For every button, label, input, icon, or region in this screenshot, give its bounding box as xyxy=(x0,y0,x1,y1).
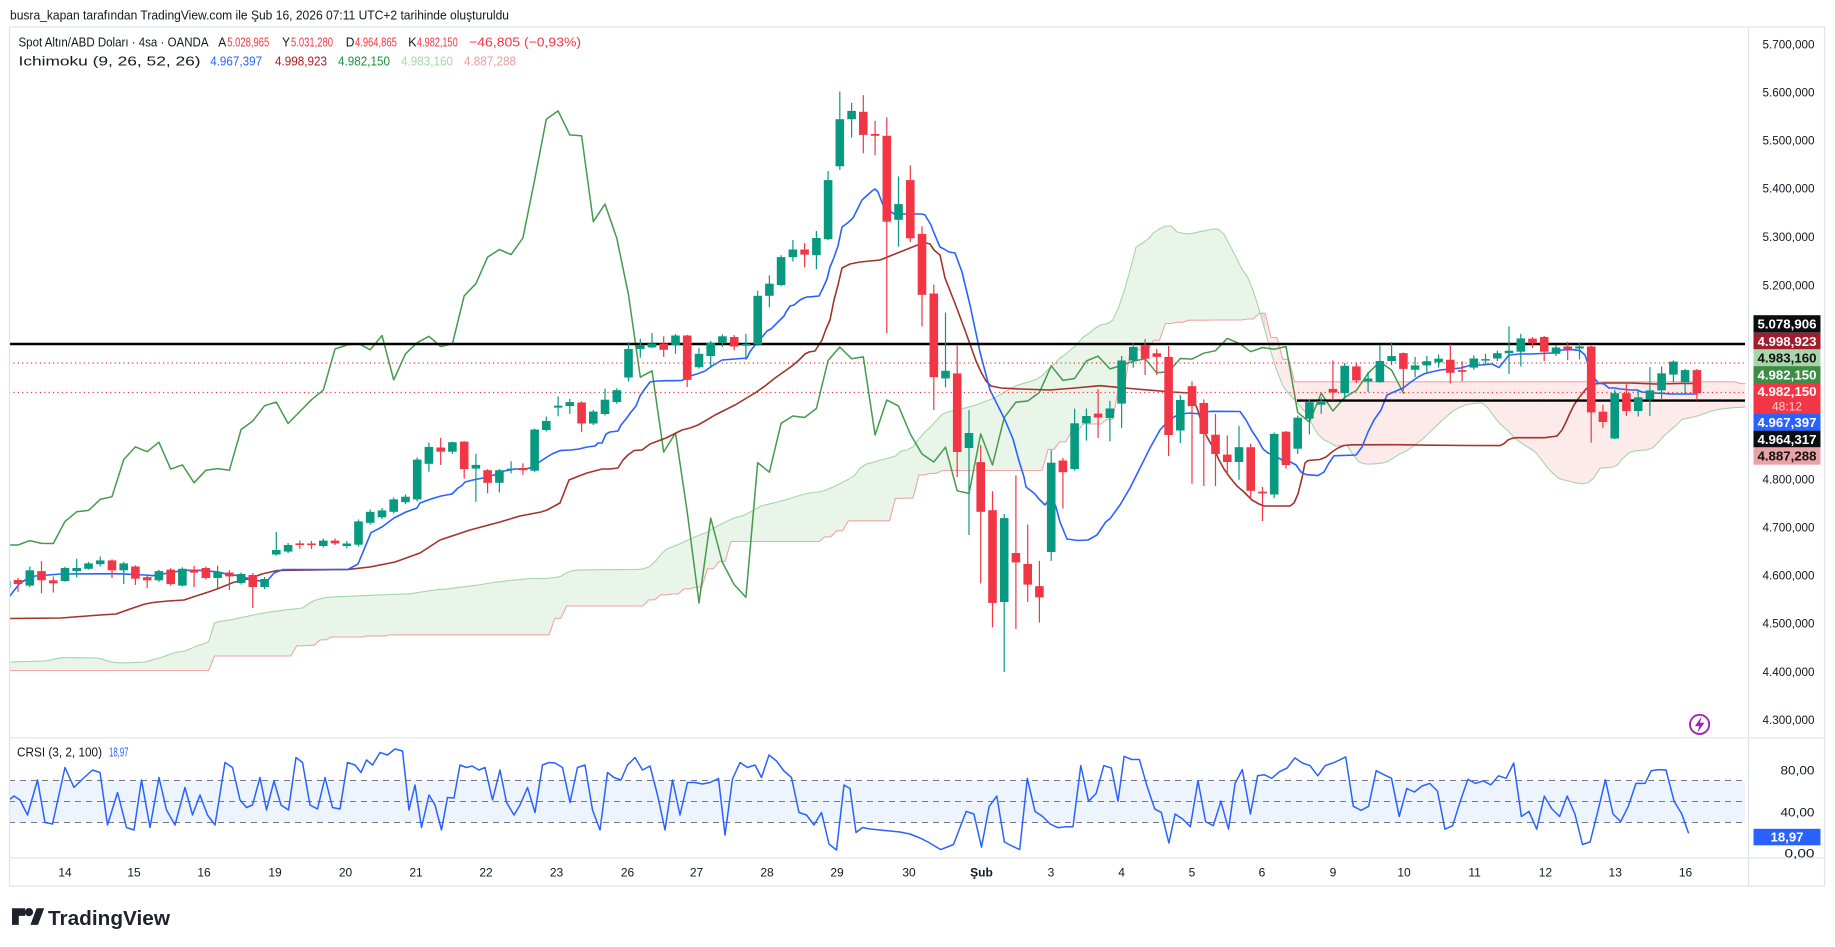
svg-text:4.400,000: 4.400,000 xyxy=(1763,665,1815,679)
svg-text:4.982,150: 4.982,150 xyxy=(338,54,390,69)
svg-text:D: D xyxy=(346,35,355,50)
svg-text:13: 13 xyxy=(1609,866,1623,880)
svg-text:4.982,150: 4.982,150 xyxy=(417,35,458,50)
svg-text:18,97: 18,97 xyxy=(109,745,129,760)
svg-text:80,00: 80,00 xyxy=(1781,763,1815,777)
svg-text:19: 19 xyxy=(268,866,282,880)
svg-text:5.600,000: 5.600,000 xyxy=(1763,85,1815,99)
svg-text:0,00: 0,00 xyxy=(1785,846,1815,860)
svg-text:4.967,397: 4.967,397 xyxy=(210,54,262,69)
svg-text:4.800,000: 4.800,000 xyxy=(1763,472,1815,486)
svg-text:TradingView: TradingView xyxy=(48,907,170,930)
svg-text:4.300,000: 4.300,000 xyxy=(1763,713,1815,727)
svg-text:23: 23 xyxy=(550,866,564,880)
svg-text:5.200,000: 5.200,000 xyxy=(1763,278,1815,292)
svg-text:5.031,280: 5.031,280 xyxy=(291,35,333,50)
svg-text:22: 22 xyxy=(479,866,493,880)
svg-text:Y: Y xyxy=(282,35,290,50)
svg-text:5.028,965: 5.028,965 xyxy=(227,35,269,50)
svg-text:15: 15 xyxy=(127,866,141,880)
svg-text:CRSI (3, 2, 100): CRSI (3, 2, 100) xyxy=(17,745,102,760)
svg-text:5.300,000: 5.300,000 xyxy=(1763,230,1815,244)
svg-text:4.982,150: 4.982,150 xyxy=(1758,368,1817,382)
svg-text:48:12: 48:12 xyxy=(1772,400,1802,414)
svg-text:5.078,906: 5.078,906 xyxy=(1758,317,1817,331)
svg-text:40,00: 40,00 xyxy=(1781,805,1815,819)
svg-text:Şub: Şub xyxy=(970,866,993,880)
svg-text:5: 5 xyxy=(1189,866,1196,880)
svg-text:4.964,865: 4.964,865 xyxy=(355,35,397,50)
svg-text:5.500,000: 5.500,000 xyxy=(1763,133,1815,147)
svg-text:4.998,923: 4.998,923 xyxy=(275,54,327,69)
svg-text:16: 16 xyxy=(1679,866,1693,880)
svg-text:4.982,150: 4.982,150 xyxy=(1758,385,1817,399)
svg-text:−46,805 (−0,93%): −46,805 (−0,93%) xyxy=(469,35,581,50)
svg-text:21: 21 xyxy=(409,866,423,880)
svg-text:5.700,000: 5.700,000 xyxy=(1763,37,1815,51)
svg-text:14: 14 xyxy=(58,866,72,880)
svg-text:busra_kapan tarafından Trading: busra_kapan tarafından TradingView.com i… xyxy=(10,8,509,23)
svg-text:12: 12 xyxy=(1539,866,1553,880)
svg-text:18,97: 18,97 xyxy=(1771,830,1804,844)
svg-text:9: 9 xyxy=(1330,866,1337,880)
svg-text:10: 10 xyxy=(1397,866,1411,880)
svg-text:Ichimoku (9, 26, 52, 26): Ichimoku (9, 26, 52, 26) xyxy=(19,54,201,69)
svg-text:3: 3 xyxy=(1048,866,1055,880)
svg-text:28: 28 xyxy=(760,866,774,880)
svg-text:A: A xyxy=(218,35,226,50)
svg-text:20: 20 xyxy=(339,866,353,880)
svg-text:4.887,288: 4.887,288 xyxy=(1758,449,1817,463)
svg-text:4.983,160: 4.983,160 xyxy=(401,54,453,69)
svg-text:26: 26 xyxy=(621,866,635,880)
svg-text:4.998,923: 4.998,923 xyxy=(1758,335,1817,349)
svg-text:4.964,317: 4.964,317 xyxy=(1758,433,1817,447)
svg-text:4: 4 xyxy=(1118,866,1125,880)
svg-text:4.983,160: 4.983,160 xyxy=(1758,351,1817,365)
svg-text:16: 16 xyxy=(197,866,211,880)
svg-text:4.700,000: 4.700,000 xyxy=(1763,520,1815,534)
svg-text:11: 11 xyxy=(1468,866,1481,880)
svg-text:4.500,000: 4.500,000 xyxy=(1763,616,1815,630)
svg-text:Spot Altın/ABD Doları · 4sa ·: Spot Altın/ABD Doları · 4sa · OANDA xyxy=(19,35,209,50)
svg-text:6: 6 xyxy=(1259,866,1266,880)
svg-text:29: 29 xyxy=(830,866,844,880)
svg-text:4.967,397: 4.967,397 xyxy=(1758,416,1817,430)
svg-text:5.400,000: 5.400,000 xyxy=(1763,181,1815,195)
svg-text:27: 27 xyxy=(690,866,704,880)
svg-text:4.600,000: 4.600,000 xyxy=(1763,568,1815,582)
svg-text:4.887,288: 4.887,288 xyxy=(464,54,516,69)
svg-text:K: K xyxy=(408,35,417,50)
svg-text:30: 30 xyxy=(902,866,916,880)
